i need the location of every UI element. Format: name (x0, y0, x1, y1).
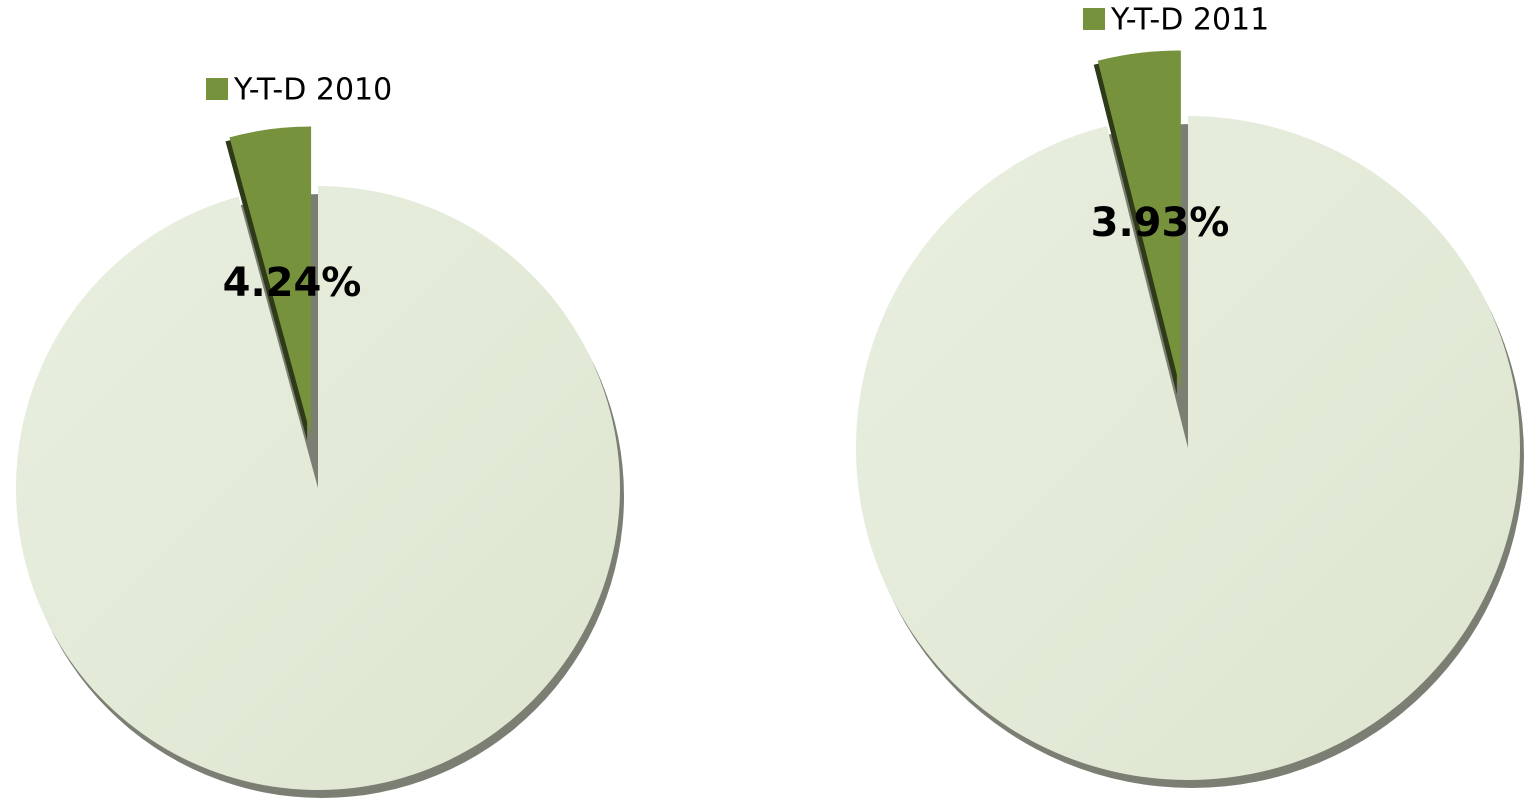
data-label: 4.24% (223, 260, 362, 306)
data-label: 3.93% (1091, 200, 1230, 246)
pie-slice (229, 126, 312, 437)
legend-label: Y-T-D 2010 (233, 73, 392, 108)
legend-label: Y-T-D 2011 (1110, 3, 1269, 38)
pie-slice (1097, 50, 1181, 391)
legend-swatch (206, 78, 228, 100)
pie-slice (856, 116, 1520, 780)
legend-swatch (1083, 8, 1105, 30)
pie-slice (15, 186, 620, 790)
